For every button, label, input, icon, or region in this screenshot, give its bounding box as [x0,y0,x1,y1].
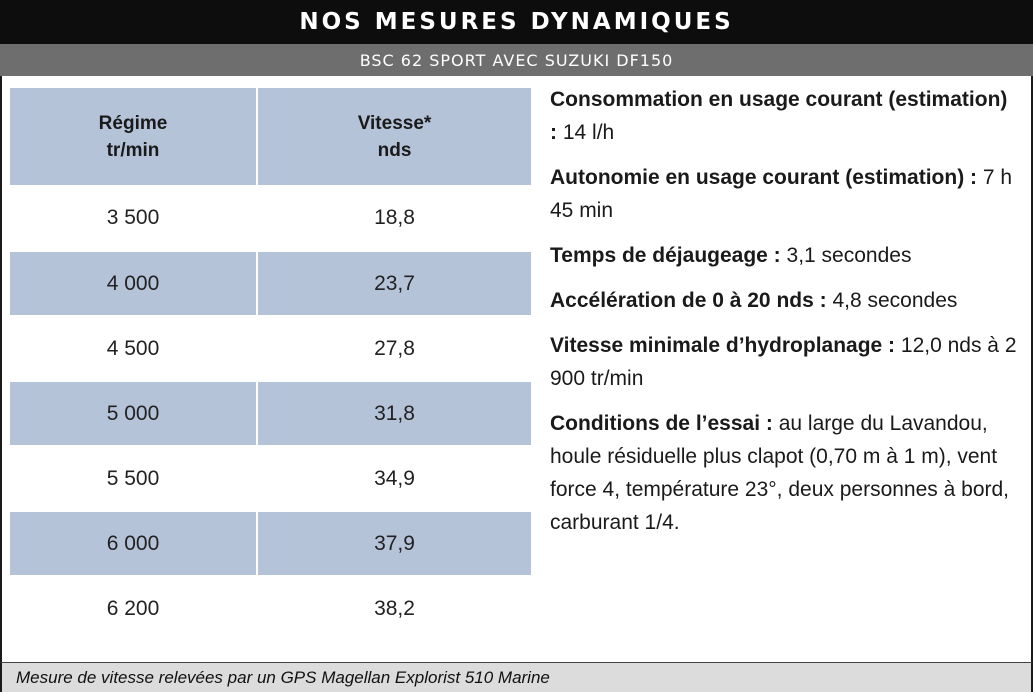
vitesse-cell: 27,8 [258,315,531,380]
spec-autonomie: Autonomie en usage courant (estimation) … [550,161,1020,227]
regime-cell: 4 000 [10,250,258,315]
table-row: 5 000 31,8 [10,380,531,445]
vitesse-cell: 23,7 [258,250,531,315]
vitesse-cell: 18,8 [374,205,415,229]
vitesse-cell: 31,8 [258,380,531,445]
spec-label: Accélération de 0 à 20 nds : [550,289,827,312]
spec-acceleration: Accélération de 0 à 20 nds : 4,8 seconde… [550,284,1020,317]
regime-cell: 5 000 [10,380,258,445]
content-frame [0,76,1033,662]
header-vitesse: Vitesse* nds [258,88,531,185]
vitesse-cell: 38,2 [258,575,531,640]
table-header-row: Régime tr/min Vitesse* nds [10,88,531,185]
regime-cell: 3 500 [10,185,258,250]
header-regime-unit: tr/min [106,139,160,161]
regime-cell: 5 500 [10,445,258,510]
header-regime-label: Régime [98,112,168,134]
table-row: 6 000 37,9 [10,510,531,575]
spec-dejaugeage: Temps de déjaugeage : 3,1 secondes [550,239,1020,272]
spec-label: Autonomie en usage courant (estimation) … [550,166,978,189]
vitesse-cell: 34,9 [258,445,531,510]
spec-value: 4,8 secondes [832,289,958,312]
vitesse-cell: 37,9 [258,510,531,575]
table-row: 4 500 27,8 [10,315,531,380]
table-row: 5 500 34,9 [10,445,531,510]
spec-label: Consommation en usage courant (estimatio… [550,88,1008,144]
spec-label: Vitesse minimale d’hydroplanage : [550,334,896,357]
spec-value: 12,0 nds à 2 900 tr/min [550,334,1017,390]
header-vitesse-unit: nds [377,139,412,161]
spec-conditions: Conditions de l’essai : au large du Lava… [550,407,1020,539]
footnote: Mesure de vitesse relevées par un GPS Ma… [0,662,1033,692]
regime-cell: 6 000 [10,510,258,575]
spec-label: Temps de déjaugeage : [550,244,781,267]
regime-cell: 6 200 [10,575,258,640]
spec-value: 14 l/h [562,121,615,144]
table-row: 3 500 18,8 [10,185,531,250]
spec-value: 7 h 45 min [550,166,1013,222]
regime-cell: 4 500 [10,315,258,380]
speed-table: Régime tr/min Vitesse* nds 3 500 18,8 4 … [10,88,531,640]
spec-consommation: Consommation en usage courant (estimatio… [550,83,1020,149]
spec-value: 3,1 secondes [786,244,912,267]
spec-value: au large du Lavandou, houle résiduelle p… [550,412,1010,534]
page-subtitle: BSC 62 SPORT AVEC SUZUKI DF150 [0,44,1033,76]
spec-label: Conditions de l’essai : [550,412,773,435]
table-row: 4 000 23,7 [10,250,531,315]
specs-panel: Consommation en usage courant (estimatio… [550,83,1020,551]
header-vitesse-label: Vitesse* [357,112,432,134]
spec-hydroplanage: Vitesse minimale d’hydroplanage : 12,0 n… [550,329,1020,395]
header-regime: Régime tr/min [10,88,258,185]
table-row: 6 200 38,2 [10,575,531,640]
page-title: NOS MESURES DYNAMIQUES [0,0,1033,44]
